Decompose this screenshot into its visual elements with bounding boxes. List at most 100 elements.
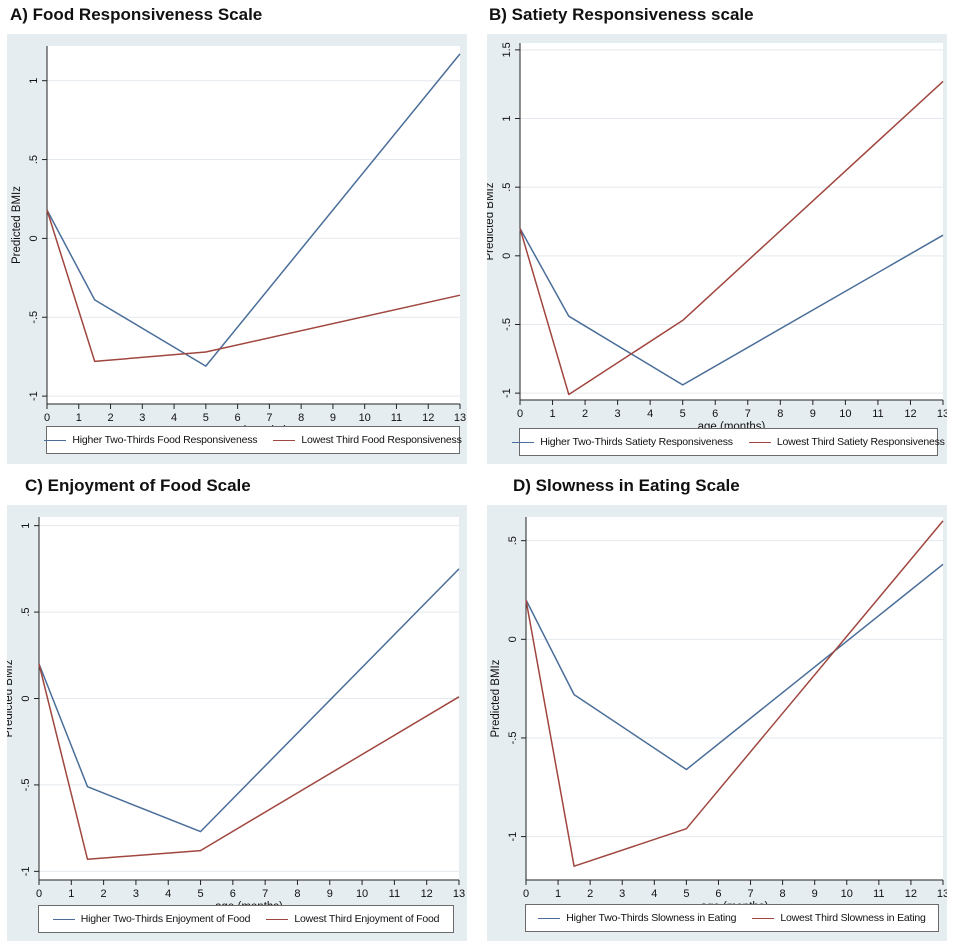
y-tick-label: .5 [28, 155, 40, 164]
y-tick-label: 0 [20, 695, 32, 701]
x-tick-label: 6 [235, 412, 241, 424]
legend-label: Lowest Third Satiety Responsiveness [776, 436, 945, 448]
legend-label: Higher Two-Thirds Slowness in Eating [566, 912, 737, 924]
panel-b: 0 1 2 3 4 5 6 7 8 9 10 11 12 13 -1 -.5 0.5 1 1.5 age (month… [487, 34, 947, 464]
y-tick-label: -.5 [20, 779, 32, 792]
series-line-2 [519, 80, 944, 396]
x-tick-label: 7 [262, 888, 268, 900]
x-tick-label: 10 [839, 408, 851, 420]
legend-entry: Lowest Third Satiety Responsiveness [748, 436, 945, 448]
x-tick-label: 12 [905, 888, 917, 900]
y-tick-label: 1.5 [501, 42, 513, 57]
x-tick-label: 11 [389, 888, 400, 900]
y-tick-label: 1 [20, 523, 32, 529]
x-tick-label: 11 [391, 412, 402, 424]
series-line-2 [525, 520, 944, 867]
legend-swatch [273, 439, 296, 441]
legend-entry: Lowest Third Food Responsiveness [273, 434, 462, 446]
x-tick-label: 7 [266, 412, 272, 424]
legend-swatch [752, 917, 775, 919]
x-tick-label: 9 [330, 412, 336, 424]
y-axis-title: Predicted BMIz [11, 186, 23, 264]
x-tick-label: 9 [327, 888, 333, 900]
legend-swatch [44, 439, 67, 441]
legend: Higher Two-Thirds Food Responsiveness Low… [44, 426, 462, 454]
panel-c-title: C) Enjoyment of Food Scale [25, 476, 251, 495]
x-tick-label: 2 [101, 888, 107, 900]
legend: Higher Two-Thirds Enjoyment of Food Lowes… [38, 905, 454, 933]
x-tick-label: 4 [165, 888, 171, 900]
x-tick-label: 10 [356, 888, 368, 900]
series-line-1 [525, 563, 944, 771]
y-tick-label: -1 [501, 388, 513, 398]
x-tick-label: 13 [454, 412, 466, 424]
legend-entry: Higher Two-Thirds Food Responsiveness [44, 434, 258, 446]
x-tick-label: 1 [68, 888, 74, 900]
x-tick-label: 10 [359, 412, 371, 424]
y-tick-label: 0 [28, 235, 40, 241]
x-tick-label: 5 [203, 412, 209, 424]
x-tick-label: 0 [517, 408, 523, 420]
x-tick-label: 8 [780, 888, 786, 900]
legend-label: Higher Two-Thirds Enjoyment of Food [80, 913, 251, 925]
x-tick-label: 2 [587, 888, 593, 900]
x-tick-label: 3 [619, 888, 625, 900]
y-tick-label: 1 [501, 115, 513, 121]
series-line-1 [46, 53, 461, 367]
y-axis-title: Predicted BMIz [490, 659, 502, 737]
y-tick-label: -1 [507, 832, 519, 842]
y-axis-title: Predicted BMIz [7, 659, 15, 737]
x-tick-label: 3 [615, 408, 621, 420]
x-tick-label: 2 [107, 412, 113, 424]
x-tick-label: 10 [841, 888, 853, 900]
legend-entry: Lowest Third Enjoyment of Food [266, 913, 439, 925]
series-line-2 [46, 209, 461, 363]
y-tick-label: -1 [28, 391, 40, 401]
x-tick-label: 4 [171, 412, 177, 424]
x-tick-label: 13 [937, 888, 947, 900]
x-tick-label: 11 [873, 888, 884, 900]
x-tick-label: 13 [937, 408, 947, 420]
x-tick-label: 9 [810, 408, 816, 420]
x-tick-label: 8 [298, 412, 304, 424]
y-tick-label: -.5 [501, 318, 513, 331]
panel-a-title: A) Food Responsiveness Scale [10, 5, 263, 24]
legend-entry: Higher Two-Thirds Slowness in Eating [538, 912, 737, 924]
x-tick-label: 1 [555, 888, 561, 900]
legend-swatch [266, 918, 289, 920]
legend-entry: Higher Two-Thirds Enjoyment of Food [52, 913, 251, 925]
x-tick-label: 1 [549, 408, 555, 420]
x-tick-label: 12 [422, 412, 434, 424]
x-tick-label: 12 [904, 408, 916, 420]
x-tick-label: 3 [133, 888, 139, 900]
x-tick-label: 11 [872, 408, 883, 420]
legend-label: Lowest Third Enjoyment of Food [294, 913, 440, 925]
series-line-2 [38, 663, 460, 861]
panel-d-title: D) Slowness in Eating Scale [513, 476, 740, 495]
plot-area [526, 517, 943, 880]
legend-label: Lowest Third Slowness in Eating [780, 912, 926, 924]
x-tick-label: 4 [647, 408, 653, 420]
x-tick-label: 8 [294, 888, 300, 900]
y-tick-label: 0 [501, 253, 513, 259]
x-tick-label: 0 [44, 412, 50, 424]
legend: Higher Two-Thirds Satiety Responsiveness… [512, 428, 945, 456]
plot-area [47, 46, 460, 404]
x-tick-label: 0 [36, 888, 42, 900]
x-tick-label: 6 [230, 888, 236, 900]
x-tick-label: 5 [197, 888, 203, 900]
y-tick-label: .5 [20, 607, 32, 616]
x-tick-label: 12 [421, 888, 433, 900]
y-tick-label: 0 [507, 636, 519, 642]
legend-swatch [538, 917, 561, 919]
legend-label: Higher Two-Thirds Satiety Responsiveness [540, 436, 733, 448]
x-tick-label: 13 [453, 888, 465, 900]
x-tick-label: 0 [523, 888, 529, 900]
series-line-1 [519, 228, 944, 386]
legend-entry: Lowest Third Slowness in Eating [752, 912, 926, 924]
x-tick-label: 6 [712, 408, 718, 420]
x-tick-label: 8 [777, 408, 783, 420]
